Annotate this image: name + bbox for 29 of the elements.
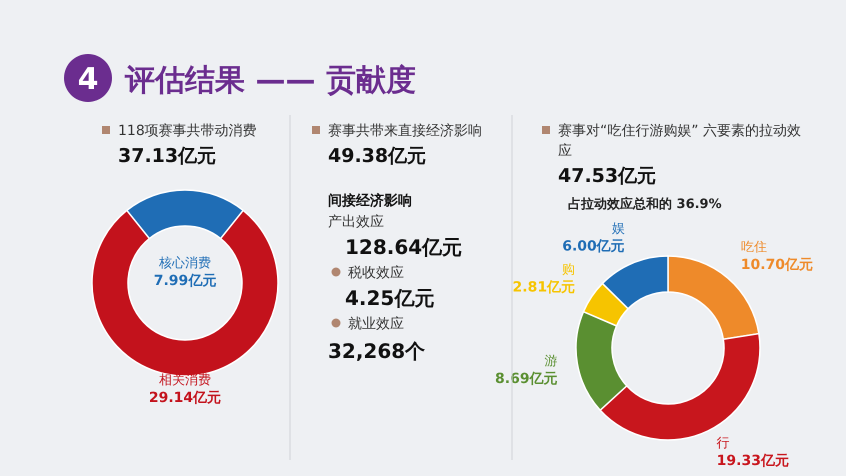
text: 就业效应	[348, 316, 404, 332]
data-label: 7.99亿元	[154, 273, 216, 289]
data-label: 2.81亿元	[512, 280, 576, 296]
chart-subtitle: 47.53亿元	[558, 165, 656, 187]
text: 产出效应	[328, 214, 384, 230]
slice-label: 游	[544, 354, 558, 369]
data-label: 10.70亿元	[740, 256, 814, 273]
text: 49.38亿元	[328, 145, 426, 167]
slice-label: 娱	[612, 222, 625, 237]
text: 评估结果 —— 贡献度	[124, 63, 416, 98]
text: 4	[78, 62, 98, 97]
text: 赛事共带来直接经济影响	[328, 123, 482, 139]
slice-label: 购	[562, 262, 576, 278]
slice-label: 吃住	[740, 240, 767, 255]
slice-label: 行	[716, 436, 730, 451]
text: 税收效应	[348, 265, 404, 281]
chart-title: 赛事对“吃住行游购娱” 六要素的拉动效应	[558, 123, 801, 159]
text: 间接经济影响	[328, 192, 412, 209]
text: 32,268个	[328, 339, 426, 363]
data-label: 8.69亿元	[495, 370, 558, 387]
text: 占拉动效应总和的 36.9%	[568, 196, 722, 212]
text: 4.25亿元	[345, 286, 434, 310]
data-label: 29.14亿元	[148, 390, 222, 406]
chart-title: 118项赛事共带动消费	[118, 123, 257, 139]
text: 128.64亿元	[345, 235, 462, 259]
chart-subtitle: 37.13亿元	[118, 145, 216, 167]
slice-label: 核心消费	[158, 255, 211, 271]
data-label: 19.33亿元	[716, 452, 789, 469]
data-label: 6.00亿元	[562, 238, 625, 255]
